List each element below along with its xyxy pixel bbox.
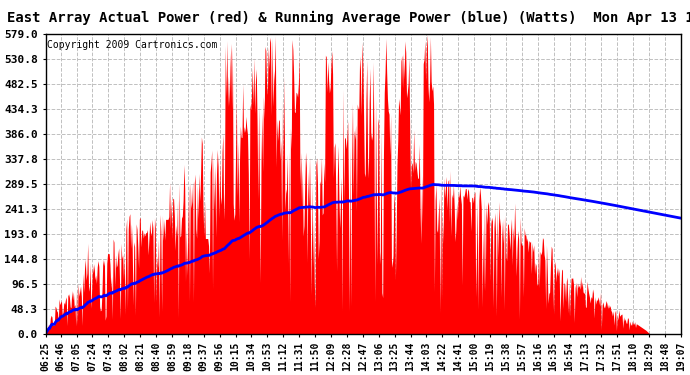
Text: Copyright 2009 Cartronics.com: Copyright 2009 Cartronics.com: [47, 40, 217, 50]
Text: East Array Actual Power (red) & Running Average Power (blue) (Watts)  Mon Apr 13: East Array Actual Power (red) & Running …: [7, 11, 690, 26]
